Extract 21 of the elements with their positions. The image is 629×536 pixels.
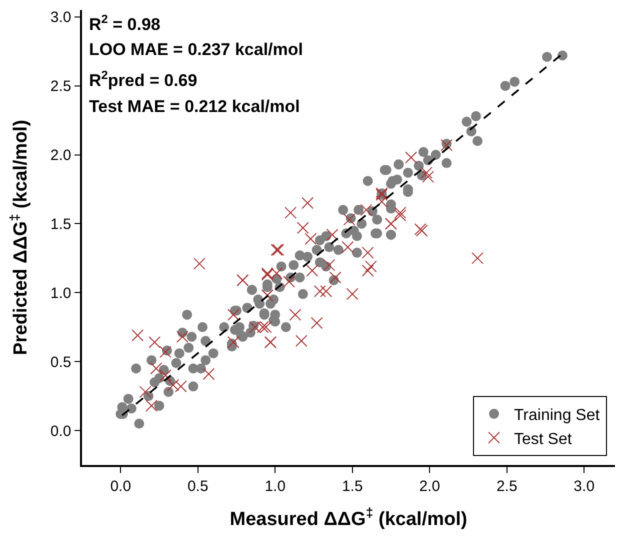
- annotation: LOO MAE = 0.237 kcal/mol: [89, 40, 304, 59]
- y-tick-label: 1.0: [50, 284, 72, 302]
- y-tick-label: 2.0: [50, 147, 72, 164]
- legend-label: Training Set: [514, 407, 600, 424]
- legend-label: Test Set: [514, 430, 572, 448]
- annotation: R$^{2}$pred = 0.69: [89, 68, 198, 90]
- y-tick-label: 0.0: [50, 422, 72, 440]
- x-tick-label: 0.5: [187, 478, 208, 495]
- y-tick-label: 1.5: [50, 216, 72, 233]
- y-tick-label: 3.0: [50, 9, 72, 26]
- x-axis-title: Measured ΔΔG$^{‡}$ (kcal/mol): [230, 505, 468, 530]
- annotation: R$^{2}$ = 0.98: [89, 12, 160, 34]
- y-tick-label: 0.5: [50, 354, 72, 371]
- x-tick-label: 1.0: [264, 478, 286, 495]
- x-tick-label: 2.0: [419, 478, 440, 495]
- annotation: Test MAE = 0.212 kcal/mol: [89, 97, 300, 116]
- x-tick-label: 3.0: [574, 478, 595, 495]
- x-tick-label: 0.0: [110, 478, 132, 495]
- x-tick-label: 2.5: [496, 478, 518, 495]
- y-tick-label: 2.5: [50, 78, 72, 96]
- x-tick-label: 1.5: [342, 478, 363, 495]
